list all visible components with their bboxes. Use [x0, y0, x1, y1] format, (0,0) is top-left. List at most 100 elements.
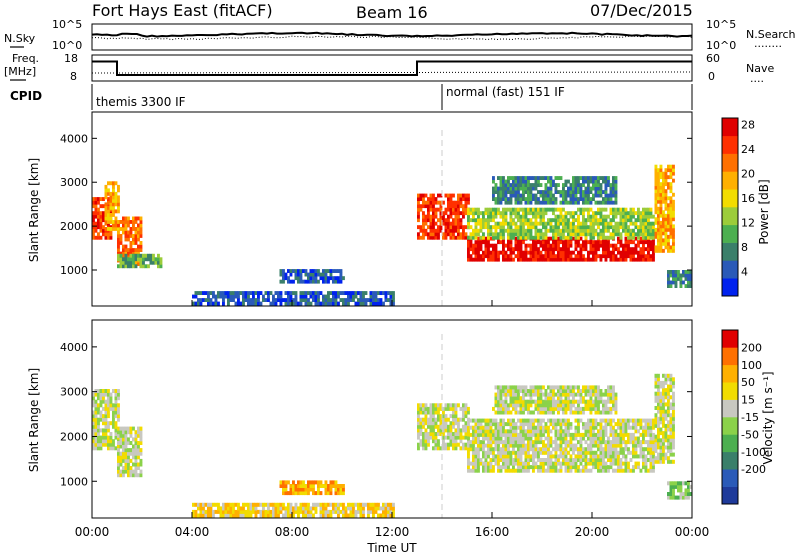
ytick-label-1000: 1000 — [60, 264, 88, 277]
xtick-label-0: 00:00 — [75, 525, 110, 539]
power-panel: 1000 2000 3000 4000 Slant Range [km] 4 8 12 16… — [27, 111, 771, 307]
colorbar-swatch-2 — [722, 451, 738, 470]
time-x-axis: 00:00 04:00 08:00 12:00 16:00 20:00 00:00 — [75, 300, 710, 539]
colorbar-swatch-8 — [722, 347, 738, 366]
ytick-label-4000: 4000 — [60, 132, 88, 145]
velocity-panel: 1000 2000 3000 4000 Slant Range [km] 200 100… — [27, 319, 775, 519]
freq-label: Freq. — [12, 52, 39, 65]
colorbar-tick-2: 50 — [741, 376, 755, 389]
echo-region-3 — [279, 480, 345, 496]
colorbar-swatch-4 — [722, 417, 738, 435]
xtick-label-1: 04:00 — [175, 525, 210, 539]
colorbar-tick-7: -200 — [741, 463, 766, 476]
velocity-colorbar-label: Velocity [m s⁻¹] — [761, 371, 775, 464]
nave-label: Nave — [746, 62, 774, 75]
echo-region-8 — [467, 236, 655, 262]
echo-region-1 — [92, 389, 120, 451]
colorbar-swatch-4 — [722, 207, 738, 226]
echo-region-10 — [492, 176, 618, 205]
colorbar-tick-4: 20 — [741, 168, 755, 181]
colorbar-tick-4: -15 — [741, 411, 759, 424]
ytick-label-3000: 3000 — [60, 386, 88, 399]
xtick-label-3: 12:00 — [375, 525, 410, 539]
freq-left-tick-top: 18 — [64, 52, 78, 65]
freq-panel: Freq. [MHz] 18 8 60 0 Nave .... — [4, 52, 774, 85]
echo-region-4 — [192, 502, 395, 518]
colorbar-swatch-9 — [722, 118, 738, 137]
velocity-ylabel: Slant Range [km] — [27, 368, 41, 472]
nsearch-label: N.Search — [746, 28, 796, 41]
noise-left-tick-top: 10^5 — [52, 18, 82, 31]
colorbar-tick-3: 15 — [741, 394, 755, 407]
freq-right-tick-bottom: 0 — [708, 70, 715, 83]
echo-region-6 — [467, 418, 655, 473]
xtick-label-4: 16:00 — [475, 525, 510, 539]
colorbar-swatch-5 — [722, 399, 738, 418]
echo-region-2 — [104, 181, 120, 231]
freq-line — [92, 60, 692, 76]
velocity-echo-cells — [92, 373, 693, 518]
colorbar-tick-0: 200 — [741, 341, 762, 354]
power-colorbar-label: Power [dB] — [757, 179, 771, 244]
echo-region-5 — [279, 269, 345, 284]
nave-dotline: .... — [750, 72, 764, 85]
colorbar-swatch-7 — [722, 153, 738, 172]
xtick-label-5: 20:00 — [575, 525, 610, 539]
colorbar-swatch-3 — [722, 434, 738, 453]
nsky-line — [91, 31, 693, 38]
colorbar-swatch-7 — [722, 364, 738, 383]
velocity-colorbar: 200 100 50 15 -15 -50 -100 -200 — [721, 329, 766, 505]
echo-region-5 — [417, 403, 470, 451]
noise-panel: N.Sky 10^5 10^0 10^5 10^0 N.Search .....… — [4, 18, 796, 52]
freq-left-tick-bottom: 8 — [70, 70, 77, 83]
time-axis-label: Time UT — [366, 541, 417, 554]
cpid-segment-2: normal (fast) 151 IF — [446, 85, 565, 99]
ytick-label-2000: 2000 — [60, 220, 88, 233]
noise-right-tick-bottom: 10^0 — [706, 39, 736, 52]
colorbar-tick-5: 24 — [741, 143, 755, 156]
colorbar-swatch-6 — [722, 382, 738, 400]
ytick-label-1000: 1000 — [60, 475, 88, 488]
colorbar-tick-5: -50 — [741, 428, 759, 441]
ytick-label-3000: 3000 — [60, 176, 88, 189]
colorbar-tick-3: 16 — [741, 192, 755, 205]
colorbar-tick-2: 12 — [741, 217, 755, 230]
freq-right-tick-top: 60 — [706, 52, 720, 65]
velocity-y-axis: 1000 2000 3000 4000 — [60, 341, 692, 488]
echo-region-8 — [654, 373, 675, 464]
colorbar-swatch-6 — [722, 171, 738, 190]
echo-region-2 — [117, 426, 143, 478]
ytick-label-4000: 4000 — [60, 341, 88, 354]
colorbar-swatch-1 — [722, 260, 738, 279]
power-echo-cells — [92, 164, 693, 306]
nsearch-dotline: ........ — [754, 37, 782, 50]
echo-region-4 — [117, 253, 163, 269]
echo-region-6 — [192, 291, 395, 306]
echo-region-9 — [667, 481, 693, 500]
ytick-label-2000: 2000 — [60, 430, 88, 443]
colorbar-tick-0: 4 — [741, 266, 748, 279]
power-ylabel: Slant Range [km] — [27, 158, 41, 262]
xtick-label-6: 00:00 — [675, 525, 710, 539]
colorbar-tick-1: 100 — [741, 359, 762, 372]
station-title: Fort Hays East (fitACF) — [92, 1, 273, 20]
beam-label: Beam 16 — [356, 3, 428, 22]
colorbar-swatch-0 — [722, 278, 738, 297]
colorbar-swatch-0 — [722, 486, 738, 505]
cpid-segment-1: themis 3300 IF — [96, 95, 186, 109]
xtick-label-2: 08:00 — [275, 525, 310, 539]
colorbar-tick-6: -100 — [741, 446, 766, 459]
noise-right-tick-top: 10^5 — [706, 18, 736, 31]
colorbar-swatch-1 — [722, 469, 738, 487]
echo-region-12 — [667, 270, 693, 288]
mhz-label: [MHz] — [4, 65, 36, 78]
colorbar-frame — [721, 329, 739, 505]
nsky-label: N.Sky — [4, 32, 36, 45]
echo-region-7 — [417, 193, 470, 240]
colorbar-swatch-3 — [722, 224, 738, 243]
colorbar-swatch-5 — [722, 189, 738, 208]
echo-region-9 — [467, 207, 655, 240]
cpid-panel: CPID themis 3300 IF normal (fast) 151 IF — [10, 84, 693, 110]
echo-region-7 — [492, 385, 618, 415]
